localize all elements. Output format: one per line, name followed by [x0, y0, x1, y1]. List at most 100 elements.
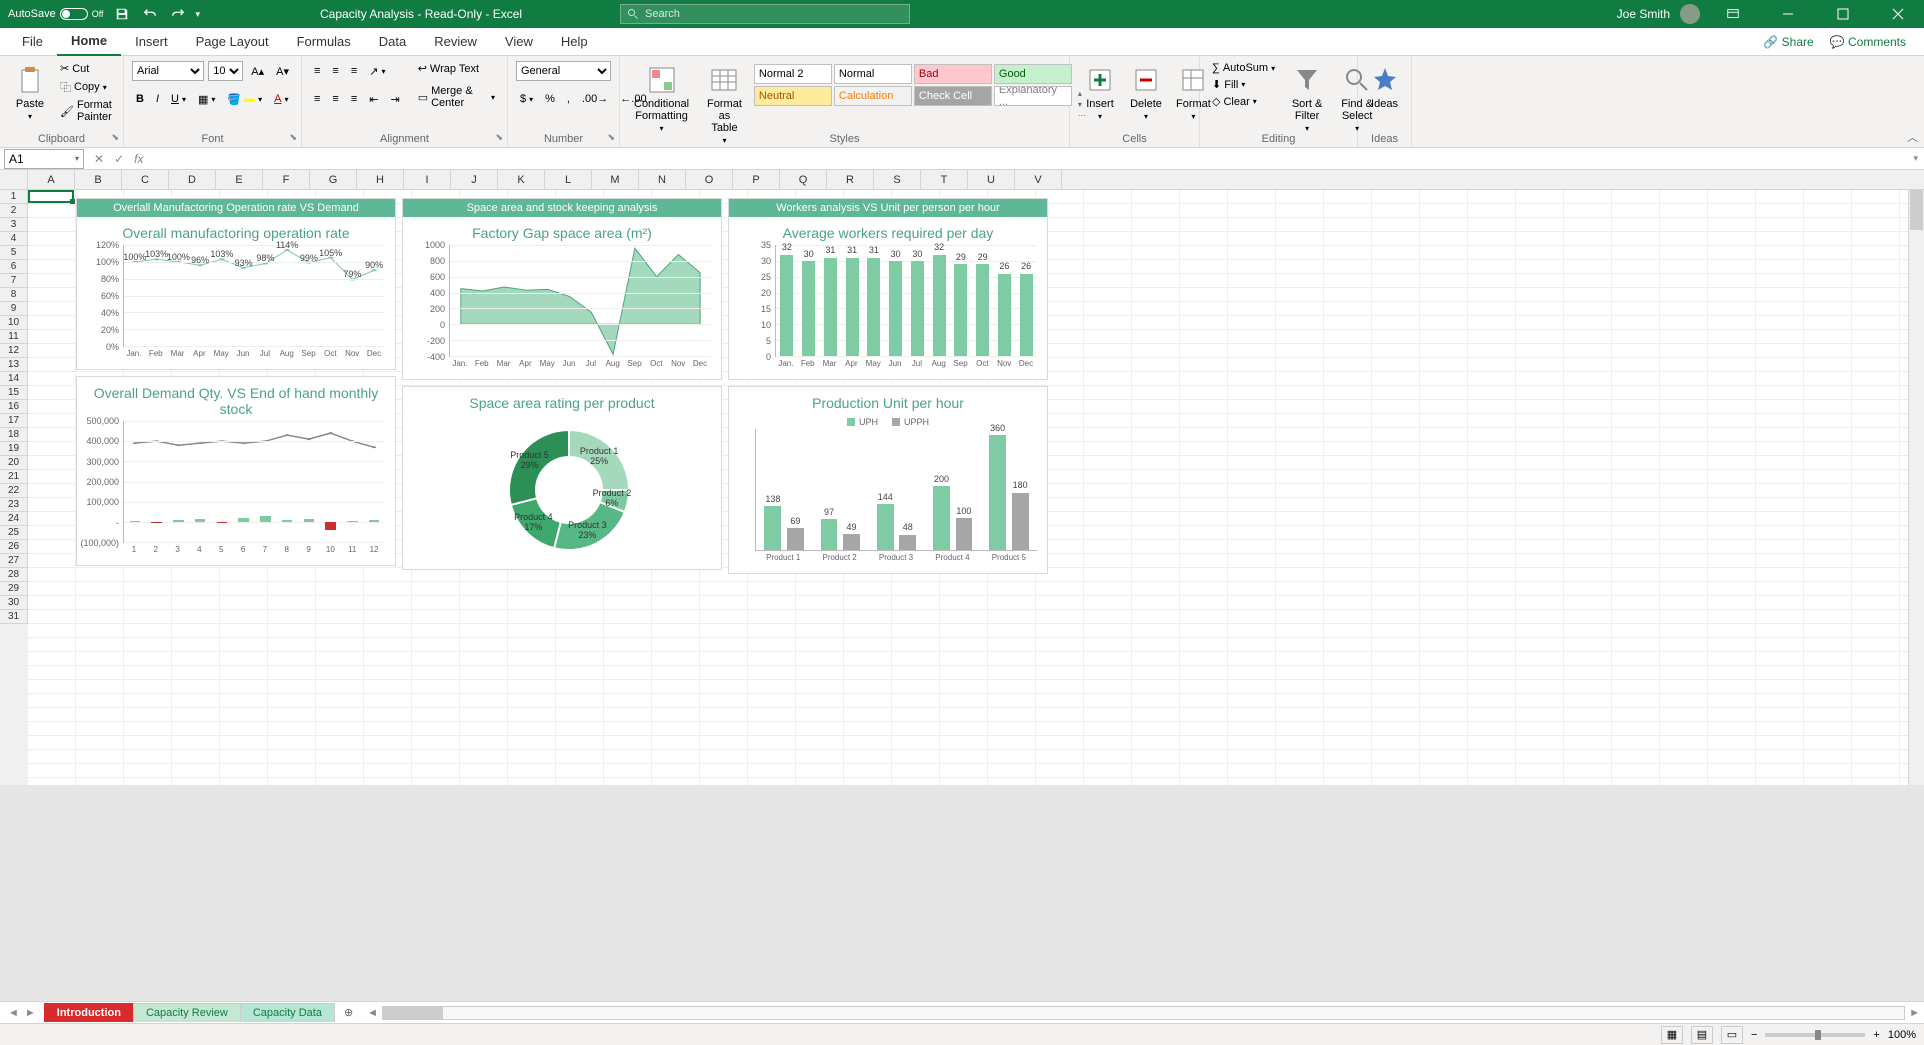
fx-icon[interactable]: fx — [134, 152, 143, 166]
column-header[interactable]: U — [968, 170, 1015, 189]
column-header[interactable]: E — [216, 170, 263, 189]
row-header[interactable]: 26 — [0, 540, 28, 554]
paste-button[interactable]: Paste▾ — [8, 60, 52, 125]
row-header[interactable]: 24 — [0, 512, 28, 526]
search-box[interactable]: Search — [620, 4, 910, 24]
column-header[interactable]: R — [827, 170, 874, 189]
column-header[interactable]: P — [733, 170, 780, 189]
share-button[interactable]: 🔗 Share — [1763, 35, 1813, 49]
user-name[interactable]: Joe Smith — [1617, 7, 1670, 21]
align-right-icon[interactable]: ≡ — [347, 91, 361, 107]
select-all-corner[interactable] — [0, 170, 28, 189]
clear-button[interactable]: ◇ Clear ▾ — [1208, 93, 1279, 110]
row-header[interactable]: 23 — [0, 498, 28, 512]
indent-increase-icon[interactable]: ⇥ — [386, 91, 403, 108]
cell-style-normal-2[interactable]: Normal 2 — [754, 64, 832, 84]
column-header[interactable]: C — [122, 170, 169, 189]
dialog-launcher-icon[interactable]: ⬊ — [607, 132, 615, 143]
copy-button[interactable]: ⿻Copy ▾ — [56, 77, 116, 97]
row-header[interactable]: 12 — [0, 344, 28, 358]
row-header[interactable]: 5 — [0, 246, 28, 260]
row-header[interactable]: 18 — [0, 428, 28, 442]
row-header[interactable]: 29 — [0, 582, 28, 596]
cell-style-calculation[interactable]: Calculation — [834, 86, 912, 106]
column-header[interactable]: F — [263, 170, 310, 189]
minimize-icon[interactable] — [1765, 0, 1810, 28]
tab-nav-next-icon[interactable]: ► — [25, 1007, 36, 1019]
page-break-view-icon[interactable]: ▭ — [1721, 1026, 1743, 1044]
bold-button[interactable]: B — [132, 91, 148, 107]
row-header[interactable]: 3 — [0, 218, 28, 232]
border-button[interactable]: ▦ ▾ — [194, 91, 219, 108]
ribbon-tab-help[interactable]: Help — [547, 28, 602, 56]
cell-style-check-cell[interactable]: Check Cell — [914, 86, 992, 106]
cut-button[interactable]: ✂Cut — [56, 60, 116, 77]
cell-style-neutral[interactable]: Neutral — [754, 86, 832, 106]
zoom-out-icon[interactable]: − — [1751, 1029, 1757, 1041]
close-icon[interactable] — [1875, 0, 1920, 28]
align-top-icon[interactable]: ≡ — [310, 63, 324, 79]
horizontal-scrollbar[interactable]: ◄ ► — [363, 1006, 1924, 1020]
row-header[interactable]: 8 — [0, 288, 28, 302]
cell-style-bad[interactable]: Bad — [914, 64, 992, 84]
merge-center-button[interactable]: ▭ Merge & Center ▾ — [414, 83, 499, 111]
align-bottom-icon[interactable]: ≡ — [347, 63, 361, 79]
expand-formula-bar-icon[interactable]: ▾ — [1907, 153, 1924, 164]
insert-cells-button[interactable]: Insert▾ — [1078, 60, 1122, 125]
align-middle-icon[interactable]: ≡ — [328, 63, 342, 79]
shrink-font-icon[interactable]: A▾ — [272, 63, 293, 80]
cell-style-normal[interactable]: Normal — [834, 64, 912, 84]
row-header[interactable]: 15 — [0, 386, 28, 400]
row-header[interactable]: 22 — [0, 484, 28, 498]
ribbon-display-icon[interactable] — [1710, 0, 1755, 28]
column-header[interactable]: N — [639, 170, 686, 189]
row-header[interactable]: 4 — [0, 232, 28, 246]
column-header[interactable]: K — [498, 170, 545, 189]
row-header[interactable]: 11 — [0, 330, 28, 344]
enter-formula-icon[interactable]: ✓ — [114, 152, 124, 166]
redo-icon[interactable] — [168, 4, 188, 24]
row-header[interactable]: 31 — [0, 610, 28, 624]
ribbon-tab-home[interactable]: Home — [57, 28, 121, 56]
dialog-launcher-icon[interactable]: ⬊ — [289, 132, 297, 143]
row-header[interactable]: 28 — [0, 568, 28, 582]
ribbon-tab-insert[interactable]: Insert — [121, 28, 182, 56]
fill-button[interactable]: ⬇ Fill ▾ — [1208, 76, 1279, 93]
column-header[interactable]: B — [75, 170, 122, 189]
user-avatar-icon[interactable] — [1680, 4, 1700, 24]
format-painter-button[interactable]: 🖌Format Painter — [56, 97, 116, 125]
sheet-tab-capacity-data[interactable]: Capacity Data — [240, 1003, 335, 1022]
ribbon-tab-data[interactable]: Data — [365, 28, 420, 56]
font-size-select[interactable]: 10 — [208, 61, 243, 81]
align-center-icon[interactable]: ≡ — [328, 91, 342, 107]
row-header[interactable]: 14 — [0, 372, 28, 386]
grow-font-icon[interactable]: A▴ — [247, 63, 268, 80]
row-header[interactable]: 2 — [0, 204, 28, 218]
add-sheet-button[interactable]: ⊕ — [334, 1006, 363, 1019]
row-header[interactable]: 13 — [0, 358, 28, 372]
column-header[interactable]: T — [921, 170, 968, 189]
row-header[interactable]: 20 — [0, 456, 28, 470]
sort-filter-button[interactable]: Sort & Filter▾ — [1285, 60, 1329, 137]
dialog-launcher-icon[interactable]: ⬊ — [111, 132, 119, 143]
formula-input[interactable] — [153, 149, 1907, 169]
column-header[interactable]: I — [404, 170, 451, 189]
name-box[interactable]: A1▾ — [4, 149, 84, 169]
ribbon-tab-page-layout[interactable]: Page Layout — [182, 28, 283, 56]
zoom-level[interactable]: 100% — [1888, 1029, 1916, 1041]
delete-cells-button[interactable]: Delete▾ — [1124, 60, 1168, 125]
dialog-launcher-icon[interactable]: ⬊ — [495, 132, 503, 143]
sheet-tab-introduction[interactable]: Introduction — [44, 1003, 134, 1022]
row-header[interactable]: 25 — [0, 526, 28, 540]
row-header[interactable]: 7 — [0, 274, 28, 288]
column-header[interactable]: S — [874, 170, 921, 189]
orientation-icon[interactable]: ↗ ▾ — [365, 63, 389, 80]
row-header[interactable]: 9 — [0, 302, 28, 316]
row-header[interactable]: 17 — [0, 414, 28, 428]
ideas-button[interactable]: Ideas — [1366, 60, 1403, 114]
row-header[interactable]: 6 — [0, 260, 28, 274]
page-layout-view-icon[interactable]: ▤ — [1691, 1026, 1713, 1044]
ribbon-tab-file[interactable]: File — [8, 28, 57, 56]
tab-nav-prev-icon[interactable]: ◄ — [8, 1007, 19, 1019]
comments-button[interactable]: 💬 Comments — [1830, 35, 1906, 49]
